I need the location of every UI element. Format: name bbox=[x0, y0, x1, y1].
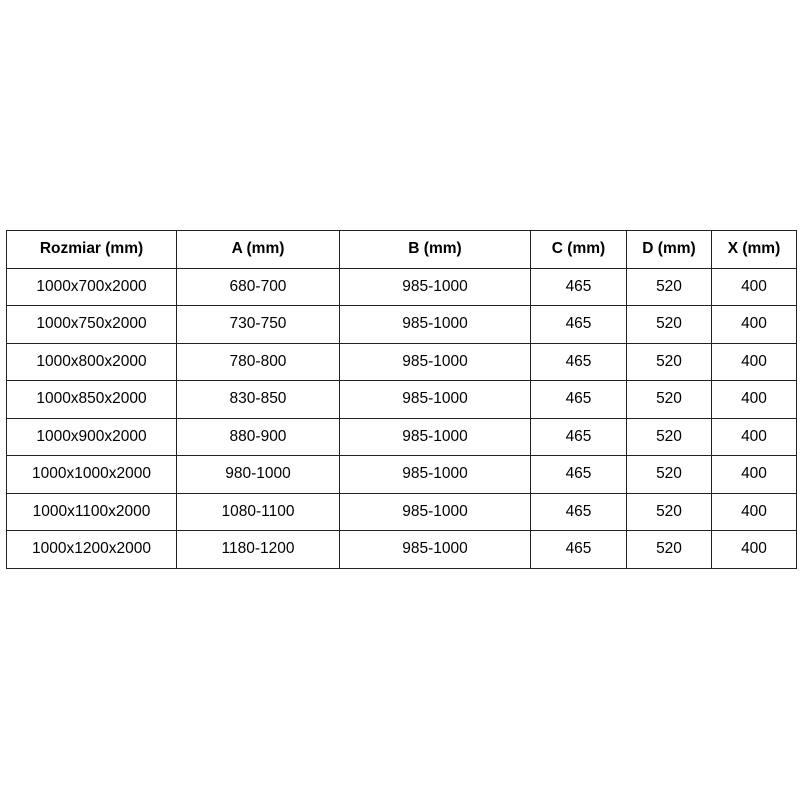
cell-size: 1000x800x2000 bbox=[6, 342, 177, 381]
cell-d: 520 bbox=[626, 455, 712, 494]
cell-b: 985-1000 bbox=[339, 342, 531, 381]
cell-b: 985-1000 bbox=[339, 455, 531, 494]
cell-b: 985-1000 bbox=[339, 380, 531, 419]
cell-b: 985-1000 bbox=[339, 417, 531, 456]
dimensions-table: Rozmiar (mm) A (mm) B (mm) C (mm) D (mm) X (m… bbox=[6, 230, 797, 569]
cell-d: 520 bbox=[626, 342, 712, 381]
cell-a: 780-800 bbox=[176, 342, 340, 381]
cell-b: 985-1000 bbox=[339, 530, 531, 569]
cell-x: 400 bbox=[711, 530, 797, 569]
table-row: 1000x750x2000 730-750 985-1000 465 520 400 bbox=[6, 305, 797, 344]
cell-a: 880-900 bbox=[176, 417, 340, 456]
table-row: 1000x900x2000 880-900 985-1000 465 520 400 bbox=[6, 417, 797, 456]
cell-d: 520 bbox=[626, 305, 712, 344]
cell-size: 1000x1100x2000 bbox=[6, 492, 177, 531]
column-header-d: D (mm) bbox=[626, 230, 712, 269]
column-header-a: A (mm) bbox=[176, 230, 340, 269]
table-row: 1000x850x2000 830-850 985-1000 465 520 400 bbox=[6, 380, 797, 419]
cell-x: 400 bbox=[711, 492, 797, 531]
cell-c: 465 bbox=[530, 492, 627, 531]
table-row: 1000x1100x2000 1080-1100 985-1000 465 520 400 bbox=[6, 492, 797, 531]
table-row: 1000x800x2000 780-800 985-1000 465 520 400 bbox=[6, 342, 797, 381]
column-header-x: X (mm) bbox=[711, 230, 797, 269]
cell-c: 465 bbox=[530, 267, 627, 306]
table-row: 1000x1000x2000 980-1000 985-1000 465 520 400 bbox=[6, 455, 797, 494]
header-row: Rozmiar (mm) A (mm) B (mm) C (mm) D (mm) X (m… bbox=[6, 230, 797, 269]
column-header-c: C (mm) bbox=[530, 230, 627, 269]
cell-c: 465 bbox=[530, 305, 627, 344]
cell-a: 1080-1100 bbox=[176, 492, 340, 531]
cell-x: 400 bbox=[711, 305, 797, 344]
cell-d: 520 bbox=[626, 492, 712, 531]
cell-d: 520 bbox=[626, 417, 712, 456]
cell-size: 1000x750x2000 bbox=[6, 305, 177, 344]
cell-size: 1000x1200x2000 bbox=[6, 530, 177, 569]
cell-size: 1000x850x2000 bbox=[6, 380, 177, 419]
column-header-b: B (mm) bbox=[339, 230, 531, 269]
cell-c: 465 bbox=[530, 380, 627, 419]
cell-c: 465 bbox=[530, 530, 627, 569]
cell-c: 465 bbox=[530, 342, 627, 381]
cell-d: 520 bbox=[626, 380, 712, 419]
cell-a: 1180-1200 bbox=[176, 530, 340, 569]
cell-a: 730-750 bbox=[176, 305, 340, 344]
cell-size: 1000x1000x2000 bbox=[6, 455, 177, 494]
table-row: 1000x1200x2000 1180-1200 985-1000 465 520 400 bbox=[6, 530, 797, 569]
cell-x: 400 bbox=[711, 455, 797, 494]
cell-x: 400 bbox=[711, 342, 797, 381]
cell-x: 400 bbox=[711, 267, 797, 306]
cell-c: 465 bbox=[530, 455, 627, 494]
cell-size: 1000x900x2000 bbox=[6, 417, 177, 456]
cell-x: 400 bbox=[711, 417, 797, 456]
cell-a: 980-1000 bbox=[176, 455, 340, 494]
table-row: 1000x700x2000 680-700 985-1000 465 520 400 bbox=[6, 267, 797, 306]
cell-x: 400 bbox=[711, 380, 797, 419]
cell-d: 520 bbox=[626, 267, 712, 306]
cell-d: 520 bbox=[626, 530, 712, 569]
cell-c: 465 bbox=[530, 417, 627, 456]
cell-b: 985-1000 bbox=[339, 267, 531, 306]
cell-a: 680-700 bbox=[176, 267, 340, 306]
cell-a: 830-850 bbox=[176, 380, 340, 419]
cell-b: 985-1000 bbox=[339, 305, 531, 344]
cell-size: 1000x700x2000 bbox=[6, 267, 177, 306]
column-header-size: Rozmiar (mm) bbox=[6, 230, 177, 269]
cell-b: 985-1000 bbox=[339, 492, 531, 531]
